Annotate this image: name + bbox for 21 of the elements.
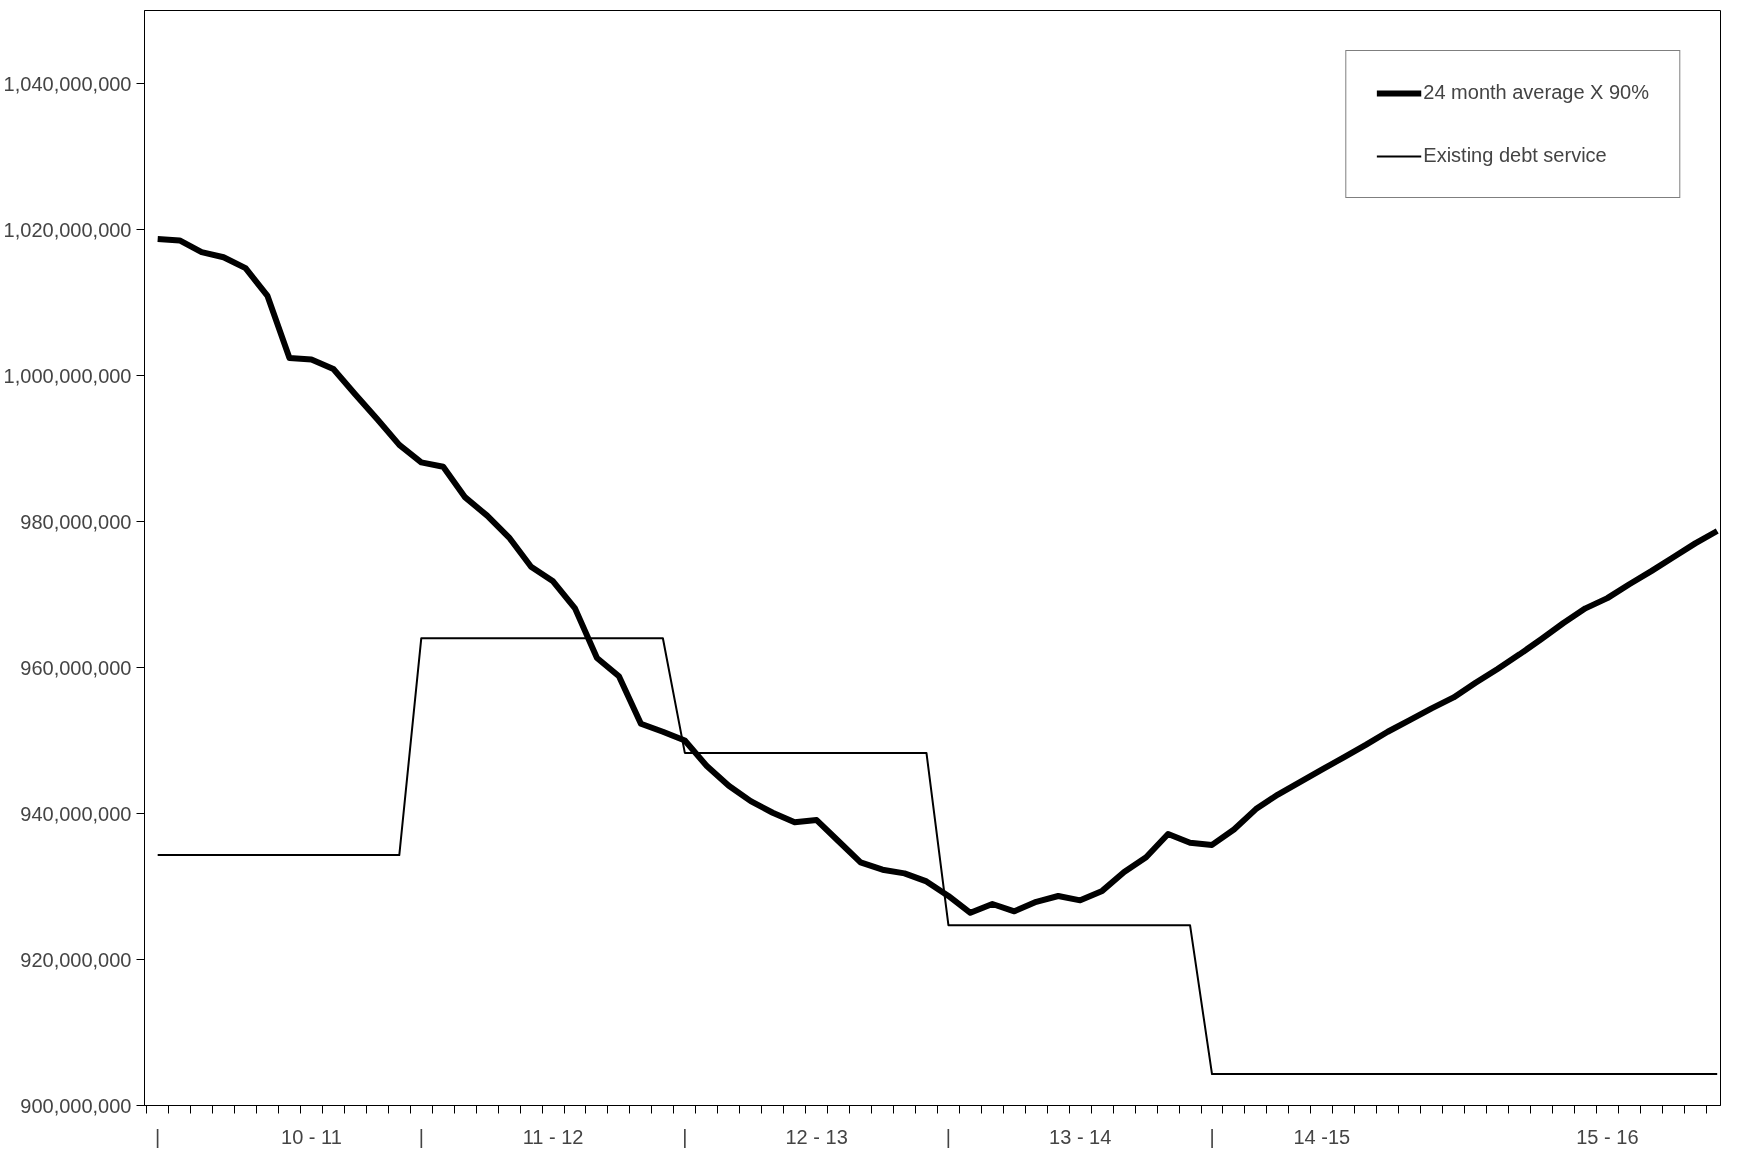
x-tick-label: 11 - 12 xyxy=(522,1125,584,1148)
y-tick-label: 1,020,000,000 xyxy=(3,218,132,241)
x-tick-label: 15 - 16 xyxy=(1576,1125,1639,1148)
x-tick-label: 12 - 13 xyxy=(785,1125,848,1148)
y-tick-label: 920,000,000 xyxy=(20,948,132,971)
x-tick-label: | xyxy=(945,1125,952,1148)
y-tick-label: 980,000,000 xyxy=(20,510,132,533)
x-tick-label: | xyxy=(155,1125,161,1148)
x-tick-label: | xyxy=(418,1125,424,1148)
legend-label: 24 month average X 90% xyxy=(1423,81,1649,104)
y-tick-label: 940,000,000 xyxy=(20,802,132,825)
y-tick-label: 1,000,000,000 xyxy=(3,364,132,387)
y-tick-label: 1,040,000,000 xyxy=(3,72,132,95)
x-tick-label: | xyxy=(1209,1125,1215,1148)
x-tick-label: 10 - 11 xyxy=(281,1125,342,1148)
y-tick-label: 960,000,000 xyxy=(20,656,132,679)
y-tick-label: 900,000,000 xyxy=(20,1094,132,1117)
x-tick-label: 14 -15 xyxy=(1293,1125,1351,1148)
legend-label: Existing debt service xyxy=(1423,144,1607,167)
x-tick-label: 13 - 14 xyxy=(1049,1125,1112,1148)
x-tick-label: | xyxy=(682,1125,688,1148)
